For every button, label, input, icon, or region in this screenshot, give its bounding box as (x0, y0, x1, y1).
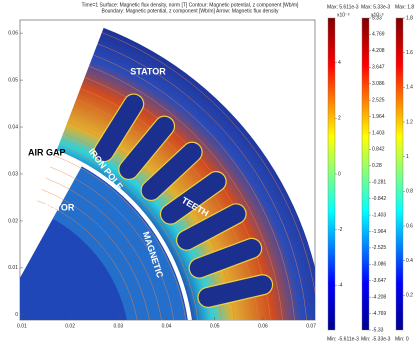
colorbar-max: Max: 5.611e-3 (327, 4, 359, 10)
colorbar-tick-label: 1.2 (406, 119, 413, 125)
colorbar (328, 18, 335, 330)
colorbar-tick-label: -1.403 (372, 212, 386, 218)
x-tick-label: 0.02 (65, 323, 75, 329)
y-tick-label: 0.03 (8, 171, 18, 177)
x-tick-label: 0.04 (162, 323, 172, 329)
x-tick-label: 0.05 (210, 323, 220, 329)
colorbar-tick-label: -4 (338, 283, 343, 289)
screenshot: Time=1 Surface: Magnetic flux density, n… (0, 0, 417, 345)
y-tick-label: 0 (15, 312, 18, 318)
colorbar-tick-label: 0.6 (406, 223, 413, 229)
colorbar-min: Min: -5.33e-3 (361, 336, 391, 342)
colorbar-tick-label: 5.33 (372, 15, 382, 21)
colorbar-tick-label: 1.964 (372, 114, 385, 120)
colorbar-tick-label: -2.525 (372, 245, 386, 251)
annotation: STATOR (130, 66, 166, 76)
x-tick-label: 0.01 (17, 323, 27, 329)
colorbar-tick-label: 2 (338, 116, 341, 122)
colorbar-tick-label: -3.647 (372, 278, 386, 284)
colorbar-tick-label: 1.6 (406, 50, 413, 56)
colorbar-max: Max: 5.33e-3 (361, 4, 390, 10)
colorbar-tick-label: 4 (338, 60, 341, 66)
y-tick-label: 0.01 (8, 265, 18, 271)
colorbar-tick-label: 0 (338, 171, 341, 177)
colorbar-tick-label: 1 (406, 154, 409, 160)
colorbar-tick-label: 0.28 (372, 163, 382, 169)
colorbar-tick-label: -4.769 (372, 311, 386, 317)
colorbar-tick-label: -3.086 (372, 262, 386, 268)
colorbar-tick-label: 3.086 (372, 81, 385, 87)
colorbar-max: Max: 1.8 (395, 4, 414, 10)
colorbar-tick-label: 0.2 (406, 293, 413, 299)
colorbar-tick-label: 1.8 (406, 15, 413, 21)
colorbar-tick-label: -5.33 (372, 327, 384, 333)
colorbar-tick-label: 1.403 (372, 130, 385, 136)
y-tick-label: 0.05 (8, 77, 18, 83)
colorbar-tick-label: 2.525 (372, 97, 385, 103)
colorbar-tick-label: 4.769 (372, 32, 385, 38)
colorbar-tick-label: -2 (338, 227, 343, 233)
x-tick-label: 0.07 (306, 323, 316, 329)
colorbar-tick-label: -0.281 (372, 180, 386, 186)
colorbar-min: Min: -5.611e-3 (327, 336, 359, 342)
colorbar-tick-label: -0.842 (372, 196, 386, 202)
colorbar-tick-label: 4.208 (372, 48, 385, 54)
colorbar-min: Min: 0 (395, 336, 409, 342)
colorbar-tick-label: 3.647 (372, 65, 385, 71)
annotation: ROTOR (42, 202, 75, 212)
annotation: AIR GAP (28, 147, 66, 157)
subtitle: Boundary: Magnetic potential, z componen… (101, 8, 279, 14)
colorbar-tick-label: -1.964 (372, 229, 386, 235)
colorbar-tick-label: 1.4 (406, 85, 413, 91)
y-tick-label: 0.06 (8, 30, 18, 36)
y-tick-label: 0.02 (8, 218, 18, 224)
colorbar-tick-label: 0.842 (372, 147, 385, 153)
x-tick-label: 0.06 (258, 323, 268, 329)
colorbar-multiplier: x10⁻³ (337, 12, 350, 18)
colorbar-tick-label: 0.8 (406, 189, 413, 195)
colorbar-tick-label: 0.4 (406, 258, 413, 264)
colorbar (362, 18, 369, 330)
y-tick-label: 0.04 (8, 124, 18, 130)
colorbar-tick-label: -4.208 (372, 294, 386, 300)
colorbar (396, 18, 403, 330)
x-tick-label: 0.03 (113, 323, 123, 329)
